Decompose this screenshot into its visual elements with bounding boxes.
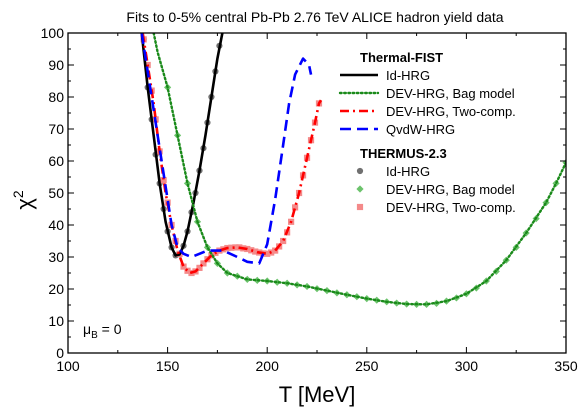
mu-b-annotation-main: μ — [83, 321, 91, 337]
data-point-thermus_two — [252, 248, 259, 255]
y-tick-label-70: 70 — [48, 121, 64, 137]
y-tick-label-30: 30 — [48, 249, 64, 265]
series-layer — [140, 33, 566, 308]
x-tick-label-150: 150 — [156, 358, 180, 374]
x-axis-label: T [MeV] — [279, 382, 356, 407]
legend-label-thermus_id: Id-HRG — [386, 164, 430, 179]
x-tick-label-300: 300 — [455, 358, 479, 374]
legend-header-1: THERMUS-2.3 — [360, 146, 447, 161]
legend-label-thermus_bag: DEV-HRG, Bag model — [386, 182, 515, 197]
y-tick-label-40: 40 — [48, 217, 64, 233]
data-point-thermus_two — [280, 237, 287, 245]
legend: Thermal-FIST Id-HRG DEV-HRG, Bag model DEV-… — [338, 50, 516, 215]
data-point-thermus_two — [232, 244, 239, 251]
data-point-thermus_two — [264, 250, 271, 257]
x-tick-label-350: 350 — [554, 358, 578, 374]
y-axis-label-main: χ — [12, 198, 37, 210]
series-line-fist_two — [141, 33, 323, 275]
y-tick-label-100: 100 — [41, 25, 65, 41]
legend-label-fist_id: Id-HRG — [386, 68, 430, 83]
data-point-thermus_two — [196, 264, 203, 271]
series-line-fist_qvdw — [140, 33, 313, 265]
legend-item-fist_qvdw: QvdW-HRG — [340, 122, 455, 137]
chart-title: Fits to 0-5% central Pb-Pb 2.76 TeV ALIC… — [126, 9, 503, 25]
legend-item-thermus_id: Id-HRG — [356, 164, 430, 179]
series-line-fist_id — [140, 33, 224, 257]
legend-swatch-thermus_id — [356, 167, 364, 175]
x-tick-label-100: 100 — [56, 358, 80, 374]
series-line-fist_bag — [152, 33, 566, 306]
y-tick-label-10: 10 — [48, 313, 64, 329]
data-point-thermus_two — [200, 260, 207, 267]
y-tick-label-20: 20 — [48, 281, 64, 297]
data-point-thermus_two — [160, 177, 167, 184]
y-tick-label-50: 50 — [48, 185, 64, 201]
y-tick-label-90: 90 — [48, 57, 64, 73]
data-point-thermus_two — [291, 204, 299, 211]
data-point-thermus_two — [272, 247, 279, 254]
legend-swatch-thermus_bag — [356, 185, 364, 193]
y-axis-label-sup: 2 — [10, 190, 26, 198]
y-tick-label-80: 80 — [48, 89, 64, 105]
mu-b-annotation: μB = 0 — [83, 321, 122, 341]
x-tick-label-250: 250 — [355, 358, 379, 374]
legend-item-fist_bag: DEV-HRG, Bag model — [338, 86, 515, 101]
legend-item-thermus_two: DEV-HRG, Two-comp. — [356, 200, 516, 215]
y-tick-label-0: 0 — [56, 345, 64, 361]
legend-label-fist_qvdw: QvdW-HRG — [386, 122, 455, 137]
y-axis: 0 10 20 30 40 50 60 70 80 90 100 — [41, 25, 566, 361]
legend-swatch-thermus_two — [356, 203, 364, 211]
legend-item-fist_id: Id-HRG — [340, 68, 430, 83]
x-tick-label-200: 200 — [256, 358, 280, 374]
data-point-thermus_two — [228, 244, 235, 251]
mu-b-annotation-rest: = 0 — [98, 321, 122, 337]
legend-label-thermus_two: DEV-HRG, Two-comp. — [386, 200, 516, 215]
y-tick-label-60: 60 — [48, 153, 64, 169]
x-axis: 100 150 200 250 300 350 — [56, 33, 578, 374]
series-thermus_id — [140, 36, 223, 259]
legend-label-fist_two: DEV-HRG, Two-comp. — [386, 104, 516, 119]
data-point-thermus_two — [184, 267, 191, 274]
legend-item-fist_two: DEV-HRG, Two-comp. — [340, 104, 516, 119]
legend-label-fist_bag: DEV-HRG, Bag model — [386, 86, 515, 101]
legend-item-thermus_bag: DEV-HRG, Bag model — [356, 182, 515, 197]
data-point-thermus_two — [180, 263, 187, 270]
legend-header-0: Thermal-FIST — [360, 50, 443, 65]
mu-b-annotation-sub: B — [91, 330, 98, 341]
y-axis-label: χ2 — [10, 190, 37, 210]
